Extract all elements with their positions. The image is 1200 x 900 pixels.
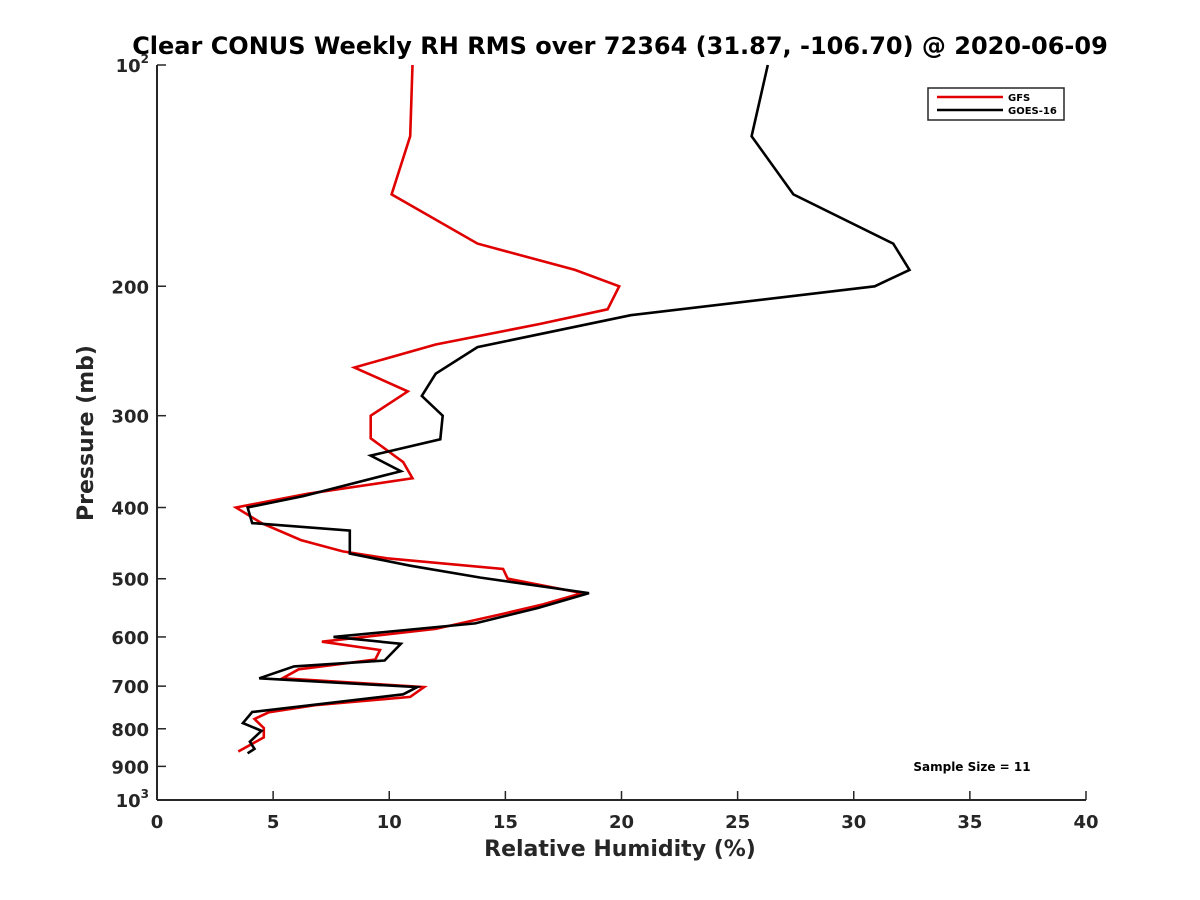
y-tick-label: 300 xyxy=(111,407,149,428)
sample-size-annotation: Sample Size = 11 xyxy=(913,760,1030,774)
legend-label-gfs: GFS xyxy=(1008,93,1030,104)
legend-box xyxy=(927,87,1065,121)
series-line-gfs xyxy=(232,64,622,753)
y-tick-label: 200 xyxy=(111,277,149,298)
y-tick-label: 600 xyxy=(111,628,149,649)
y-tick-base: 10 xyxy=(116,791,141,812)
y-tick-label: 900 xyxy=(111,757,149,778)
series-line-goes16 xyxy=(240,64,912,755)
x-tick-label: 35 xyxy=(957,812,982,833)
x-tick-label: 5 xyxy=(267,812,280,833)
series-layer xyxy=(232,64,912,755)
y-tick-label: 102 xyxy=(116,52,149,77)
y-tick-label: 500 xyxy=(111,570,149,591)
y-tick-label: 400 xyxy=(111,499,149,520)
chart-title: Clear CONUS Weekly RH RMS over 72364 (31… xyxy=(132,32,1108,60)
x-tick-label: 0 xyxy=(151,812,164,833)
y-tick-label: 800 xyxy=(111,720,149,741)
x-tick-label: 30 xyxy=(841,812,866,833)
y-tick-exponent: 2 xyxy=(141,52,149,66)
x-axis-label: Relative Humidity (%) xyxy=(484,837,756,862)
y-axis-label: Pressure (mb) xyxy=(74,345,99,521)
y-tick-exponent: 3 xyxy=(141,787,149,801)
x-tick-label: 15 xyxy=(493,812,518,833)
x-tick-label: 20 xyxy=(609,812,634,833)
tick-layer: 0 5 10 15 20 25 30 35 40102200300400500600700800… xyxy=(111,52,1098,833)
legend: GFS GOES-16 xyxy=(927,87,1065,121)
x-tick-label: 25 xyxy=(725,812,750,833)
legend-label-goes16: GOES-16 xyxy=(1008,106,1057,117)
x-tick-label: 40 xyxy=(1073,812,1098,833)
y-tick-label: 103 xyxy=(116,787,149,812)
y-tick-base: 10 xyxy=(116,56,141,77)
y-tick-label: 700 xyxy=(111,677,149,698)
x-tick-label: 10 xyxy=(377,812,402,833)
